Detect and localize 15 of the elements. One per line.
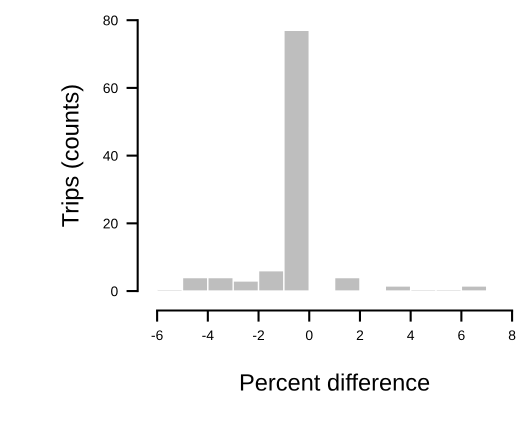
x-tick-label: 6	[458, 330, 465, 340]
y-tick-label: 0	[111, 286, 118, 296]
x-tick-label: -6	[152, 330, 163, 340]
x-tick-label: 4	[407, 330, 414, 340]
y-tick-label: 20	[103, 218, 118, 229]
x-axis-title: Percent difference	[240, 373, 430, 391]
x-tick-label: 2	[356, 330, 364, 340]
y-tick-label: 40	[103, 150, 118, 161]
y-tick-label: 80	[103, 16, 118, 26]
y-tick-label: 60	[103, 83, 118, 94]
x-tick-label: -2	[252, 330, 264, 340]
y-axis-title: Trips (counts)	[61, 85, 84, 227]
x-tick-label: 8	[508, 330, 516, 340]
x-tick-label: -4	[202, 330, 214, 340]
x-tick-label: 0	[306, 330, 313, 340]
